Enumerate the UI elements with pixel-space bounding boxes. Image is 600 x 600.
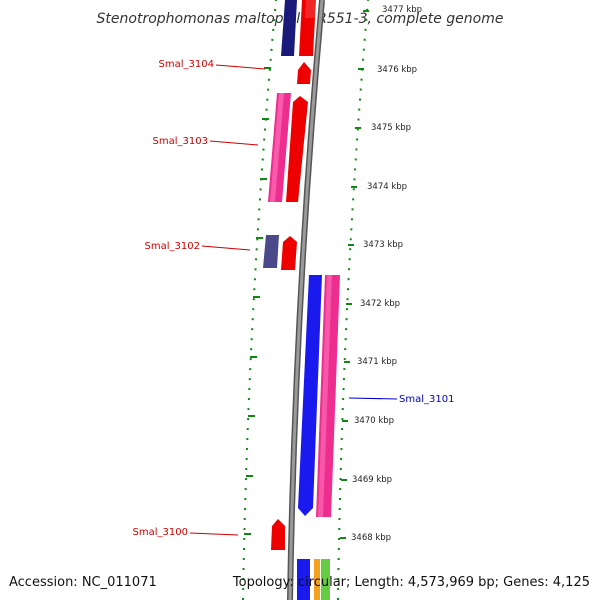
kbp-tick-label: 3470 kbp <box>354 416 394 426</box>
gene-feature[interactable] <box>314 559 320 600</box>
genome-summary-text: Topology: circular; Length: 4,573,969 bp… <box>232 575 590 590</box>
kbp-tick-label: 3471 kbp <box>357 357 397 367</box>
outer-ring-right <box>337 0 369 600</box>
label-leader-line <box>189 532 239 536</box>
label-leader-line <box>201 245 251 251</box>
gene-feature[interactable] <box>263 235 279 268</box>
gene-feature[interactable] <box>286 96 308 202</box>
kbp-tick-label: 3476 kbp <box>377 65 417 75</box>
kbp-tick-label: 3473 kbp <box>363 240 403 250</box>
gene-feature-highlight <box>305 0 316 18</box>
kbp-tick-label: 3469 kbp <box>352 475 392 485</box>
kbp-tick-labels: 3477 kbp 3476 kbp 3475 kbp 3474 kbp 3473… <box>351 5 422 543</box>
kbp-tick-label: 3474 kbp <box>367 182 407 192</box>
gene-feature[interactable] <box>297 559 310 600</box>
gene-label-smal-3102[interactable]: Smal_3102 <box>145 241 200 252</box>
kbp-tick-label: 3472 kbp <box>360 299 400 309</box>
gene-label-smal-3104[interactable]: Smal_3104 <box>159 59 214 70</box>
accession-text: Accession: NC_011071 <box>9 575 157 590</box>
right-ring-ticks <box>340 10 369 539</box>
gene-feature[interactable] <box>321 559 330 600</box>
gene-label-smal-3101[interactable]: Smal_3101 <box>399 394 454 405</box>
gene-feature-highlight <box>318 275 332 517</box>
kbp-tick-label: 3468 kbp <box>351 533 391 543</box>
label-leader-line <box>209 140 259 146</box>
gene-label-smal-3100[interactable]: Smal_3100 <box>133 527 188 538</box>
gene-feature[interactable] <box>297 62 311 84</box>
left-ring-ticks <box>244 67 271 535</box>
gene-feature[interactable] <box>281 236 297 270</box>
gene-label-smal-3103[interactable]: Smal_3103 <box>153 136 208 147</box>
kbp-tick-label: 3475 kbp <box>371 123 411 133</box>
gene-feature[interactable] <box>281 0 297 56</box>
gene-feature[interactable] <box>271 519 285 550</box>
kbp-tick-label: 3477 kbp <box>382 5 422 15</box>
label-leader-line <box>348 397 398 400</box>
gene-feature-highlight <box>270 93 284 202</box>
outer-ring-left <box>242 0 277 600</box>
label-leader-line <box>215 64 266 70</box>
genome-backbone <box>288 0 324 600</box>
map-title: Stenotrophomonas maltophilia R551-3, com… <box>97 11 504 27</box>
gene-feature[interactable] <box>299 0 316 56</box>
gene-feature[interactable] <box>298 275 322 516</box>
